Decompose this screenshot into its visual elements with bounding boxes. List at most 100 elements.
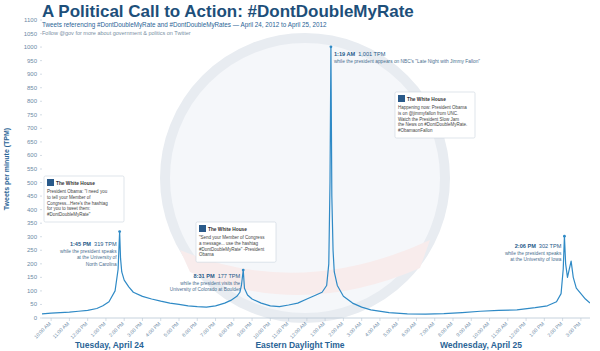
tweet-text: a message... use the hashtag <box>199 241 259 246</box>
tweet-author: The White House <box>56 181 95 186</box>
annotation: 2:06 PM302 TPMwhile the president speaks… <box>505 243 562 262</box>
x-tick <box>434 318 435 321</box>
note: Follow @gov for more about government & … <box>42 30 191 36</box>
tweet-avatar <box>47 179 54 186</box>
y-tick <box>40 128 42 129</box>
peak-marker <box>242 269 245 272</box>
tweet-card: The White House "Send your Member of Cong… <box>196 222 276 262</box>
x-tick <box>270 318 271 321</box>
y-tick-label: 500 <box>27 180 38 186</box>
x-tick-label: 7:00 PM <box>199 320 216 337</box>
y-tick <box>40 74 42 75</box>
x-tick <box>252 318 253 321</box>
background-badge <box>165 38 445 318</box>
x-tick <box>489 318 490 321</box>
x-tick-label: 4:00 PM <box>144 320 161 337</box>
y-tick <box>40 209 42 210</box>
x-tick <box>379 318 380 321</box>
y-tick-label: 250 <box>27 247 38 253</box>
x-tick-label: 11:00 PM <box>270 320 289 339</box>
y-tick-label: 50 <box>30 301 37 307</box>
x-tick-label: 3:00 PM <box>564 320 581 337</box>
y-tick-label: 0 <box>34 315 38 321</box>
x-tick <box>179 318 180 321</box>
x-tick-label: 8:00 AM <box>436 320 453 337</box>
x-tick <box>325 318 326 321</box>
tweet-card-box <box>196 222 276 262</box>
y-tick-label: 350 <box>27 220 38 226</box>
y-tick-label: 300 <box>27 234 38 240</box>
annotation-text: while the president speaks <box>60 249 117 254</box>
y-tick-label: 100 <box>27 288 38 294</box>
annotation-text: while the president appears on NBC's "La… <box>334 59 480 64</box>
tweet-card: The White HouseHappening now: President … <box>395 92 475 138</box>
x-tick <box>471 318 472 321</box>
x-tick <box>580 318 581 321</box>
tweet-text: "Send your Member of Congress <box>199 235 265 240</box>
annotations: 1:45 PM319 TPM while the president speaks… <box>44 51 562 292</box>
x-tick-label: 2:00 AM <box>327 320 344 337</box>
x-tick <box>87 318 88 321</box>
y-tick <box>40 196 42 197</box>
y-tick-label: 1000 <box>24 44 38 50</box>
x-tick <box>160 318 161 321</box>
annotation-value: 1,001 TPM <box>358 51 386 57</box>
y-tick <box>40 141 42 142</box>
x-tick-label: 3:00 AM <box>345 320 362 337</box>
annotation: 1:19 AM1,001 TPMwhile the president appe… <box>334 51 480 138</box>
tweet-text: Watch the President Slow Jam <box>398 117 459 122</box>
y-tick <box>40 223 42 224</box>
x-tick <box>453 318 454 321</box>
x-tick-label: 2:00 PM <box>546 320 563 337</box>
y-tick <box>40 47 42 48</box>
x-tick <box>124 318 125 321</box>
y-tick-label: 700 <box>27 125 38 131</box>
peak-marker <box>563 235 566 238</box>
x-tick-label: 6:00 AM <box>400 320 417 337</box>
y-tick <box>40 236 42 237</box>
y-tick <box>40 155 42 156</box>
y-tick-label: 650 <box>27 139 38 145</box>
y-tick-label: 900 <box>27 71 38 77</box>
y-tick <box>40 169 42 170</box>
tweet-text: the News on #DontDoubleMyRate. <box>398 122 467 127</box>
x-tick <box>361 318 362 321</box>
day-label: Wednesday, April 25 <box>440 340 522 350</box>
tweet-author: The White House <box>208 227 247 232</box>
y-tick <box>40 318 42 319</box>
x-tick-label: 12:00 PM <box>69 320 88 339</box>
tweet-card: The White House President Obama: "I need … <box>44 176 124 222</box>
tweet-rate-line <box>42 47 590 314</box>
x-tick <box>398 318 399 321</box>
y-tick <box>40 304 42 305</box>
y-tick <box>40 182 42 183</box>
annotation-text: at the University of Iowa <box>510 257 562 262</box>
tweet-text: Congress...Here's the hashtag <box>47 201 108 206</box>
y-tick <box>40 277 42 278</box>
annotation-heading: 1:45 PM319 TPM <box>70 241 117 247</box>
x-tick-label: 10:00 PM <box>252 320 271 339</box>
y-tick-label: 750 <box>27 112 38 118</box>
y-tick <box>40 87 42 88</box>
x-tick-label: 9:00 AM <box>455 320 472 337</box>
x-tick <box>306 318 307 321</box>
y-tick <box>40 114 42 115</box>
chart: A Political Call to Action: #DontDoubleM… <box>0 0 600 351</box>
y-tick-label: 400 <box>27 207 38 213</box>
tweet-text: President Obama: "I need you <box>47 189 108 194</box>
y-tick-label: 550 <box>27 166 38 172</box>
x-tick <box>507 318 508 321</box>
y-tick <box>40 250 42 251</box>
x-tick-label: 12:00 AM <box>288 320 307 339</box>
annotation-text: while the president visits the <box>180 281 240 286</box>
y-tick-label: 450 <box>27 193 38 199</box>
annotation: 1:45 PM319 TPM while the president speaks… <box>44 176 124 267</box>
x-tick <box>526 318 527 321</box>
x-tick-label: 11:00 AM <box>490 320 509 339</box>
annotation: 8:31 PM177 TPMwhile the president visits… <box>170 222 276 292</box>
subtitle: Tweets referencing #DontDoubleMyRate and… <box>42 21 327 29</box>
x-tick-label: 2:00 PM <box>107 320 124 337</box>
peak-marker <box>118 230 121 233</box>
tweet-text: #DontDoubleMyRate" -President <box>199 247 265 252</box>
tweet-text: Obama <box>199 252 214 257</box>
